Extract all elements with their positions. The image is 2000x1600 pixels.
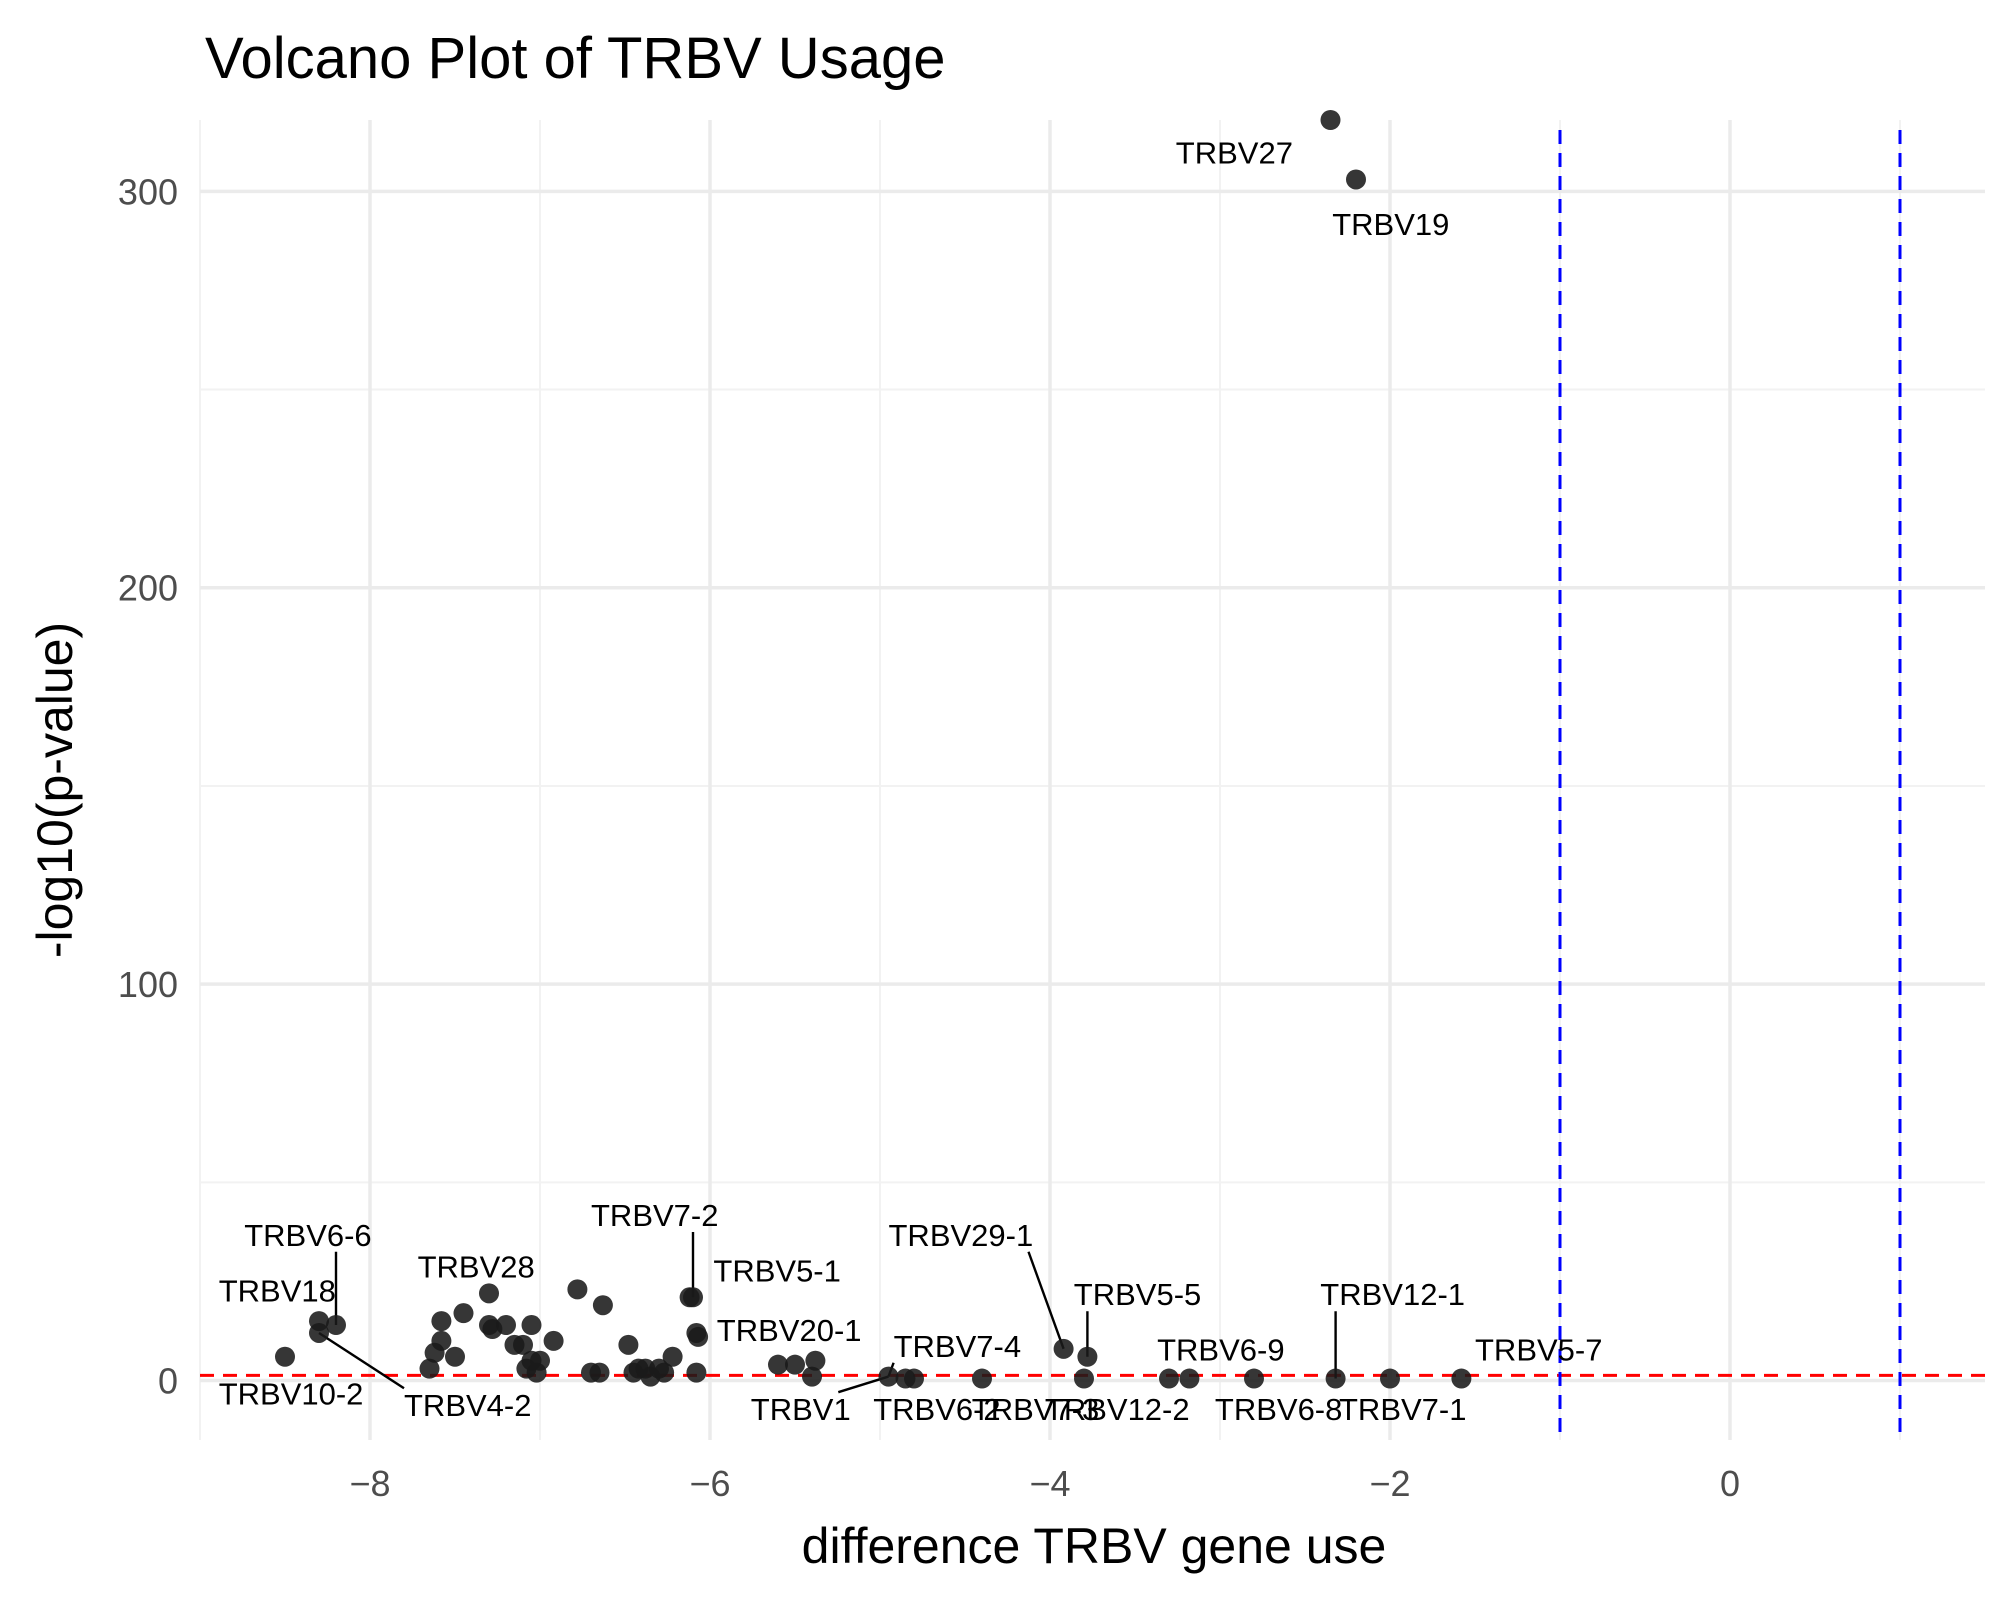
- point-label: TRBV10-2: [219, 1376, 364, 1411]
- data-point: [567, 1279, 588, 1300]
- data-point: [1380, 1368, 1400, 1389]
- y-axis-ticks: 0 100 200 300: [118, 171, 178, 1401]
- reference-lines: [200, 130, 1985, 1440]
- data-point: [1320, 110, 1341, 130]
- point-label: TRBV5-5: [1074, 1277, 1201, 1312]
- data-point: [275, 1346, 295, 1367]
- x-tick-label: −6: [689, 1463, 730, 1504]
- point-label: TRBV20-1: [717, 1313, 862, 1348]
- data-point: [479, 1283, 499, 1304]
- point-label: TRBV12-1: [1320, 1277, 1465, 1312]
- y-axis-title: -log10(p-value): [27, 622, 83, 958]
- data-point: [453, 1303, 474, 1324]
- point-label: TRBV5-1: [713, 1253, 840, 1288]
- y-tick-label: 200: [118, 568, 178, 609]
- data-point: [521, 1315, 542, 1336]
- data-point: [530, 1350, 550, 1371]
- y-tick-label: 0: [158, 1361, 178, 1402]
- data-point: [326, 1315, 346, 1336]
- point-label: TRBV19: [1332, 207, 1449, 242]
- data-point: [768, 1354, 788, 1375]
- data-point: [805, 1350, 826, 1371]
- data-point: [543, 1330, 564, 1351]
- point-label: TRBV12-2: [1045, 1392, 1190, 1427]
- data-point: [662, 1346, 683, 1367]
- data-point: [1451, 1368, 1472, 1389]
- x-tick-label: −2: [1369, 1463, 1410, 1504]
- data-point: [878, 1366, 899, 1387]
- data-point: [904, 1368, 924, 1389]
- data-point: [419, 1358, 440, 1379]
- y-tick-label: 300: [118, 171, 178, 212]
- data-point: [972, 1368, 992, 1389]
- x-tick-label: 0: [1720, 1463, 1740, 1504]
- point-label: TRBV5-7: [1475, 1333, 1602, 1368]
- data-points: [275, 110, 1472, 1389]
- data-point: [1325, 1368, 1346, 1389]
- data-point: [686, 1362, 707, 1383]
- data-point: [1179, 1368, 1200, 1389]
- data-point: [654, 1362, 675, 1383]
- point-label: TRBV27: [1176, 136, 1293, 171]
- point-label: TRBV6-8: [1215, 1392, 1342, 1427]
- data-point: [592, 1295, 613, 1316]
- label-leader-line: [1027, 1251, 1065, 1350]
- point-label: TRBV6-6: [244, 1218, 371, 1253]
- x-axis-title: difference TRBV gene use: [802, 1518, 1387, 1574]
- data-point: [309, 1322, 329, 1343]
- data-point: [688, 1326, 709, 1347]
- label-leader-line: [318, 1331, 405, 1390]
- point-label: TRBV7-2: [591, 1198, 718, 1233]
- data-point: [431, 1311, 452, 1332]
- data-point: [785, 1354, 805, 1375]
- data-point: [496, 1315, 516, 1336]
- data-point: [1077, 1346, 1098, 1367]
- y-tick-label: 100: [118, 964, 178, 1005]
- data-point: [445, 1346, 465, 1367]
- x-axis-ticks: −8 −6 −4 −2 0: [349, 1463, 1740, 1504]
- point-label: TRBV4-2: [404, 1388, 531, 1423]
- grid: [199, 120, 1985, 1440]
- data-point: [683, 1287, 703, 1308]
- x-tick-label: −8: [349, 1463, 390, 1504]
- point-label: TRBV18: [219, 1273, 336, 1308]
- chart-title: Volcano Plot of TRBV Usage: [205, 26, 945, 91]
- data-point: [1053, 1338, 1074, 1359]
- data-point: [1346, 169, 1366, 190]
- data-point: [802, 1366, 822, 1387]
- point-label: TRBV7-3: [972, 1392, 1099, 1427]
- point-label: TRBV1: [751, 1392, 851, 1427]
- point-label: TRBV6-9: [1157, 1333, 1284, 1368]
- point-label: TRBV6-2: [873, 1392, 1000, 1427]
- point-label: TRBV7-4: [894, 1329, 1021, 1364]
- data-point: [1159, 1368, 1179, 1389]
- point-labels: TRBV27 TRBV19 TRBV6-6 TRBV18 TRBV10-2 TRBV4-2…: [219, 136, 1603, 1428]
- point-label: TRBV7-1: [1339, 1392, 1466, 1427]
- data-point: [589, 1362, 610, 1383]
- point-label: TRBV29-1: [889, 1218, 1034, 1253]
- data-point: [513, 1334, 533, 1355]
- point-label: TRBV28: [418, 1249, 535, 1284]
- data-point: [618, 1334, 639, 1355]
- data-point: [431, 1330, 452, 1351]
- data-point: [1244, 1368, 1264, 1389]
- data-point: [1074, 1368, 1094, 1389]
- x-tick-label: −4: [1029, 1463, 1070, 1504]
